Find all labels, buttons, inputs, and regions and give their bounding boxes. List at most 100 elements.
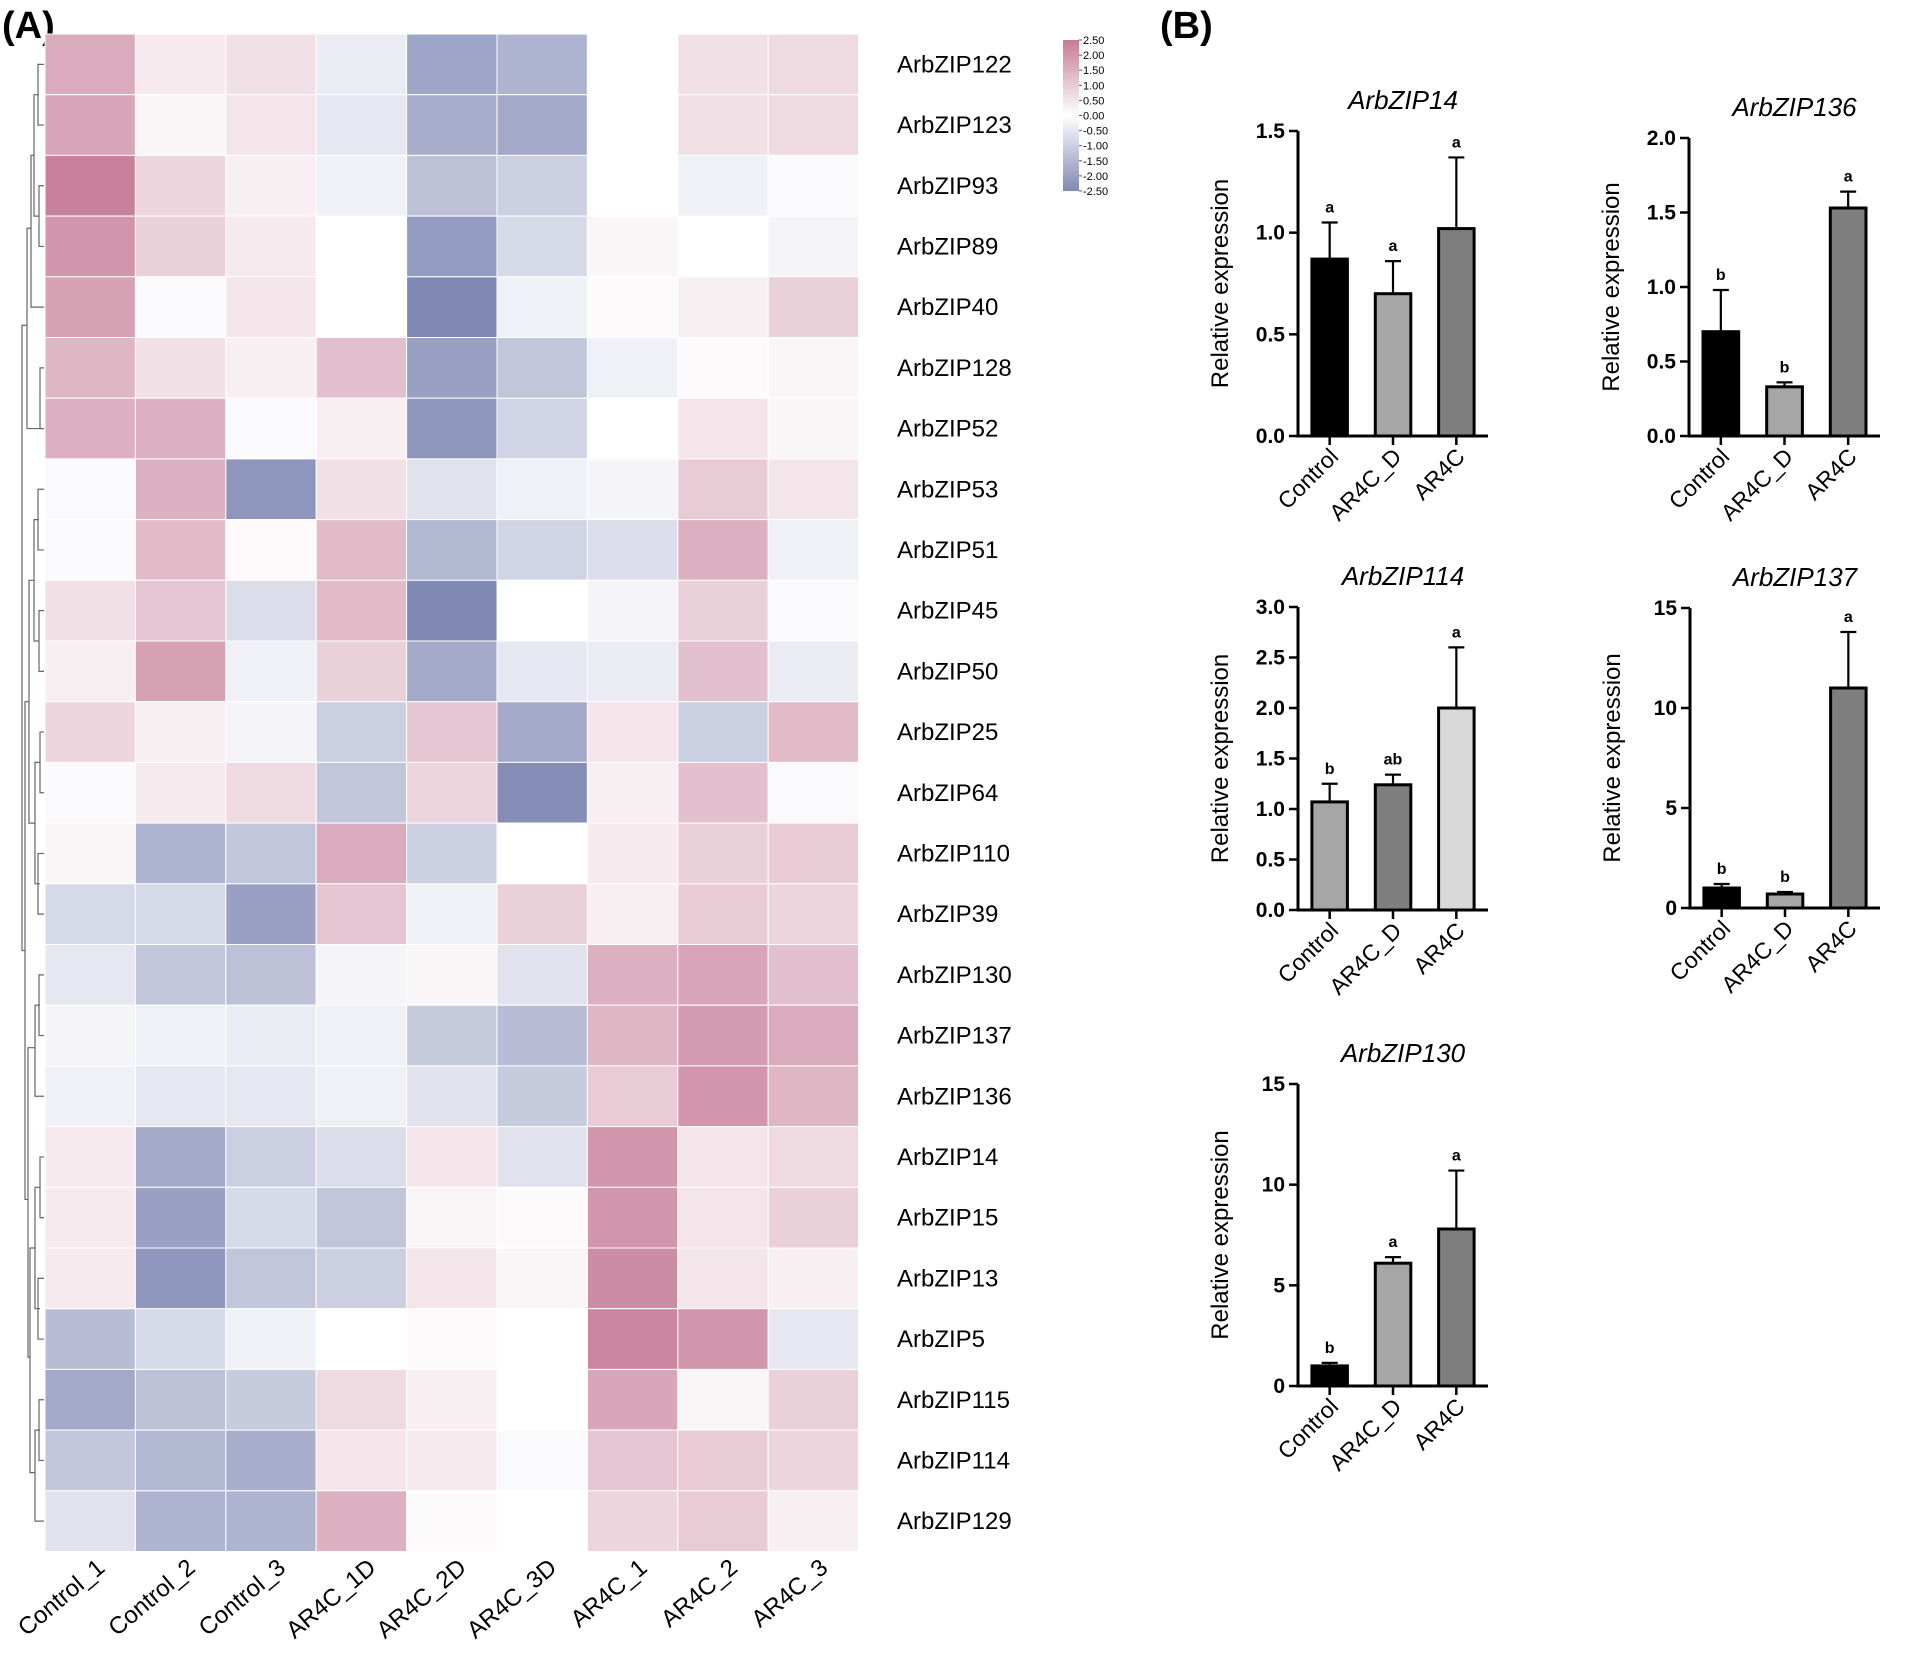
heatmap-cell [586, 1429, 679, 1492]
row-label: ArbZIP114 [897, 1448, 1010, 1475]
row-label: ArbZIP89 [897, 234, 998, 261]
heatmap-cell [315, 154, 408, 217]
bar-chart: ArbZIP136 Relative expression 0.0 0.5 1.0 1.5… [1598, 92, 1880, 526]
heatmap-cell [767, 883, 860, 945]
heatmap-cell [586, 1004, 679, 1067]
heatmap-cell [315, 458, 408, 521]
heatmap-cell [767, 1065, 860, 1128]
bar [1765, 892, 1805, 910]
significance-letter: a [1452, 624, 1461, 641]
heatmap-cell [406, 822, 498, 885]
heatmap-cell [134, 822, 227, 885]
row-label: ArbZIP15 [897, 1205, 998, 1232]
heatmap-cell [767, 276, 860, 338]
heatmap-cell [496, 1308, 588, 1370]
y-tick-label: 1.5 [1256, 120, 1286, 143]
heatmap-cell [406, 337, 498, 399]
heatmap-cell [677, 944, 769, 1006]
heatmap-cell [315, 1429, 408, 1492]
y-axis-label: Relative expression [1207, 654, 1234, 863]
heatmap-cell [767, 1186, 860, 1249]
y-tick-label: 1.5 [1256, 748, 1286, 771]
heatmap-cell [225, 94, 317, 156]
heatmap-cell [134, 337, 227, 399]
row-label: ArbZIP136 [897, 1083, 1012, 1110]
heatmap-cell [767, 1126, 860, 1188]
heatmap-cell [134, 1490, 227, 1553]
heatmap-cell [44, 1004, 136, 1067]
heatmap-cell [225, 33, 317, 96]
significance-letter: a [1389, 1234, 1398, 1251]
row-label: ArbZIP53 [897, 476, 998, 503]
heatmap-cell [44, 1186, 136, 1249]
heatmap-cell [586, 276, 679, 338]
heatmap-cell [677, 337, 769, 399]
colorbar-tick-label: -1.50 [1083, 156, 1108, 168]
heatmap-cell [225, 1126, 317, 1188]
row-label: ArbZIP13 [897, 1265, 998, 1292]
bar [1373, 1261, 1413, 1388]
heatmap-cell [767, 1368, 860, 1431]
heatmap-cell [586, 1247, 679, 1310]
heatmap-cell [677, 458, 769, 521]
bar [1310, 1364, 1349, 1388]
row-label: ArbZIP137 [897, 1023, 1012, 1050]
heatmap-cell [767, 1247, 860, 1310]
heatmap-cell [44, 822, 136, 885]
heatmap-cell [225, 1004, 317, 1067]
heatmap-cell [315, 1126, 408, 1188]
heatmap-cell [586, 1126, 679, 1188]
colorbar-tick-label: -0.50 [1083, 126, 1108, 138]
heatmap-cell [677, 1186, 769, 1249]
heatmap-cell [677, 1004, 769, 1067]
heatmap-cell [496, 579, 588, 642]
heatmap-cell [767, 944, 860, 1006]
heatmap-cell [677, 822, 769, 885]
column-label: Control_2 [103, 1554, 200, 1642]
heatmap-cell [406, 276, 498, 338]
heatmap-cell [496, 33, 588, 96]
heatmap-cell [496, 519, 588, 581]
heatmap-cell [44, 640, 136, 703]
heatmap-cell [406, 944, 498, 1006]
heatmap-cell [586, 337, 679, 399]
dendrogram-branch [38, 185, 44, 248]
heatmap-cell [44, 458, 136, 521]
heatmap-cell [406, 1126, 498, 1188]
heatmap-cell [677, 761, 769, 824]
heatmap-cell [586, 519, 679, 581]
significance-letter: a [1325, 200, 1334, 217]
significance-letter: b [1716, 267, 1726, 284]
heatmap-cell [677, 640, 769, 703]
row-label: ArbZIP93 [897, 173, 998, 200]
heatmap-cell [767, 519, 860, 581]
dendrogram-branch [26, 227, 44, 430]
heatmap-cell [134, 1368, 227, 1431]
row-label: ArbZIP115 [897, 1387, 1010, 1414]
heatmap-cell [496, 1368, 588, 1431]
row-label: ArbZIP5 [897, 1326, 985, 1353]
heatmap-cell [134, 883, 227, 945]
heatmap-cell [586, 1308, 679, 1370]
heatmap-cell [767, 640, 860, 703]
heatmap-cell [496, 1490, 588, 1553]
heatmap-cell [225, 822, 317, 885]
heatmap-cell [406, 1368, 498, 1431]
bar [1829, 686, 1868, 910]
significance-letter: b [1325, 1340, 1335, 1357]
heatmap-cell [225, 640, 317, 703]
heatmap-cell [134, 215, 227, 278]
y-tick-label: 0.0 [1256, 899, 1285, 922]
heatmap-cell [315, 579, 408, 642]
column-label: AR4C_2 [656, 1554, 743, 1633]
heatmap-cell [134, 1126, 227, 1188]
heatmap-cell [44, 1490, 136, 1553]
heatmap-cell [315, 1368, 408, 1431]
heatmap-cell [586, 761, 679, 824]
heatmap-cell [496, 154, 588, 217]
row-label: ArbZIP122 [897, 51, 1012, 78]
heatmap-cell [496, 701, 588, 763]
y-tick-label: 0.0 [1256, 425, 1285, 448]
heatmap-cell [406, 1247, 498, 1310]
